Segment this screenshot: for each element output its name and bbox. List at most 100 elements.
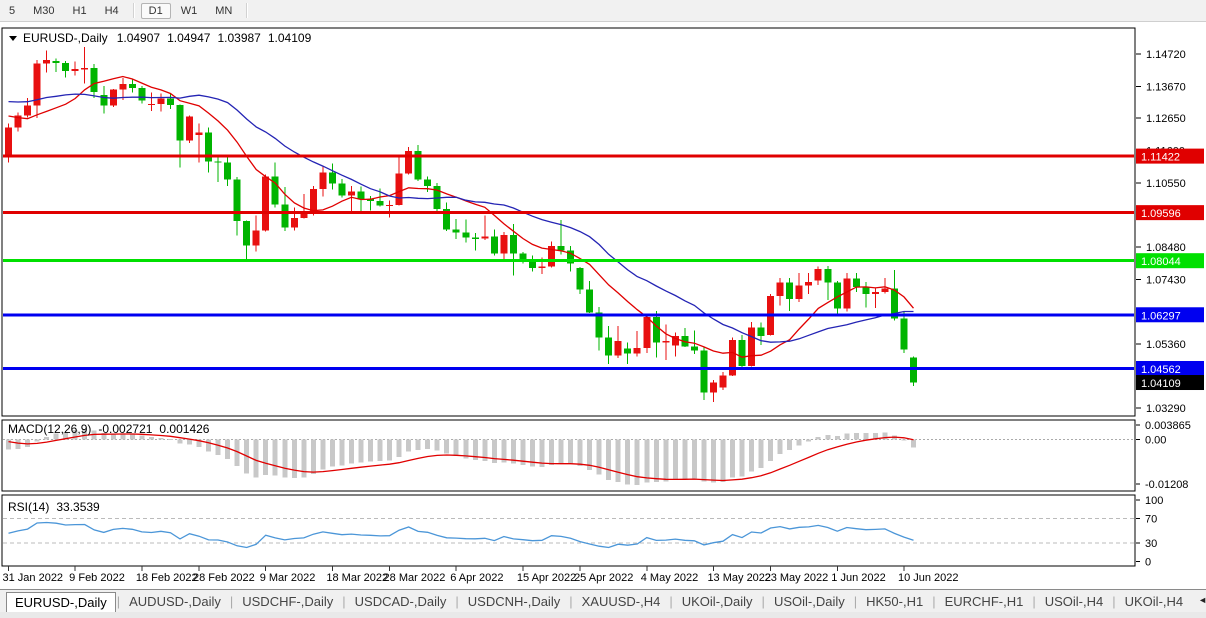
timeframe-button-h4[interactable]: H4 bbox=[104, 4, 119, 17]
symbol-tab-usdchf-daily[interactable]: USDCHF-,Daily bbox=[242, 594, 334, 609]
macd-histogram-bar bbox=[234, 439, 240, 467]
candle-body bbox=[290, 218, 298, 228]
macd-histogram-bar bbox=[749, 439, 755, 472]
symbol-tab-usdcad-daily[interactable]: USDCAD-,Daily bbox=[354, 594, 447, 609]
candle-body bbox=[500, 235, 508, 254]
candle-body bbox=[738, 339, 746, 366]
price-badge-1.04109 bbox=[1136, 375, 1204, 391]
macd-histogram-bar bbox=[367, 439, 373, 462]
candle-body bbox=[176, 105, 184, 141]
ma-slow-line bbox=[8, 93, 914, 343]
macd-histogram-bar bbox=[796, 439, 802, 446]
candle-body bbox=[62, 62, 70, 72]
toolbar-separator bbox=[246, 3, 249, 18]
date-label: 9 Mar 2022 bbox=[260, 572, 316, 584]
price-tick-label: 1.03290 bbox=[1146, 403, 1186, 415]
candle-body bbox=[205, 132, 213, 162]
price-axis: 1.147201.136701.126501.116001.105501.084… bbox=[1136, 49, 1204, 569]
price-badge-1.06297 bbox=[1136, 307, 1204, 323]
candle-body bbox=[471, 237, 479, 239]
macd-histogram-bar bbox=[167, 439, 173, 441]
macd-histogram-bar bbox=[539, 439, 545, 467]
symbol-tab-usoil-daily[interactable]: USOil-,Daily bbox=[773, 594, 845, 609]
macd-histogram-bar bbox=[25, 439, 31, 448]
candle-body bbox=[614, 340, 622, 356]
candle-body bbox=[319, 172, 327, 189]
symbol-tab-ukoil-h4[interactable]: UKOil-,H4 bbox=[1124, 594, 1184, 609]
timeframe-button-mn[interactable]: MN bbox=[215, 4, 233, 17]
tab-scroll-buttons: ◄► bbox=[1191, 590, 1206, 610]
candle-body bbox=[52, 60, 60, 63]
macd-layer bbox=[3, 429, 1134, 486]
tab-scroll-left-icon[interactable]: ◄ bbox=[1191, 595, 1206, 605]
candle-body bbox=[300, 214, 308, 219]
symbol-tab-ukoil-daily[interactable]: UKOil-,Daily bbox=[681, 594, 753, 609]
candle-body bbox=[395, 173, 403, 205]
candle-body bbox=[852, 278, 860, 288]
candle-body bbox=[328, 172, 336, 184]
tab-separator: | bbox=[761, 594, 765, 609]
price-tick-label: 1.10550 bbox=[1146, 178, 1186, 190]
timeframe-button-5[interactable]: 5 bbox=[9, 4, 16, 17]
candle-body bbox=[595, 312, 603, 338]
macd-histogram-bar bbox=[196, 439, 202, 447]
candle-body bbox=[195, 132, 203, 136]
macd-histogram-bar bbox=[434, 439, 440, 451]
symbol-tab-audusd-daily[interactable]: AUDUSD-,Daily bbox=[129, 594, 221, 609]
macd-histogram-bar bbox=[215, 439, 221, 455]
date-label: 15 Apr 2022 bbox=[517, 572, 576, 584]
macd-histogram-bar bbox=[758, 439, 764, 468]
timeframe-button-m30[interactable]: M30 bbox=[33, 4, 55, 17]
candle-body bbox=[748, 327, 756, 366]
tab-separator: | bbox=[116, 594, 121, 609]
candle-body bbox=[519, 253, 527, 260]
candle-body bbox=[443, 209, 451, 230]
date-label: 31 Jan 2022 bbox=[3, 572, 64, 584]
candle-body bbox=[557, 245, 565, 251]
price-badge-label: 1.06297 bbox=[1141, 310, 1181, 322]
candle-body bbox=[71, 68, 79, 72]
macd-histogram-bar bbox=[587, 439, 593, 470]
macd-histogram-bar bbox=[272, 439, 278, 476]
macd-histogram-bar bbox=[777, 439, 783, 455]
candle-body bbox=[586, 289, 594, 313]
symbol-tab-usoil-h4[interactable]: USOil-,H4 bbox=[1044, 594, 1104, 609]
macd-histogram-bar bbox=[15, 439, 21, 449]
candle-body bbox=[214, 161, 222, 163]
macd-histogram-bar bbox=[853, 432, 859, 440]
candle-body bbox=[824, 269, 832, 283]
candle-body bbox=[24, 105, 32, 116]
timeframe-button-h1[interactable]: H1 bbox=[72, 4, 87, 17]
symbol-tab-eurusd-daily[interactable]: EURUSD-,Daily bbox=[6, 592, 116, 613]
candle-body bbox=[271, 176, 279, 205]
candle-body bbox=[567, 250, 575, 264]
macd-scale-label: 0.00 bbox=[1145, 434, 1166, 446]
candle-body bbox=[833, 282, 841, 309]
date-label: 9 Feb 2022 bbox=[69, 572, 125, 584]
price-tick-label: 1.08480 bbox=[1146, 242, 1186, 254]
timeframe-button-w1[interactable]: W1 bbox=[180, 4, 198, 17]
macd-histogram-bar bbox=[491, 439, 497, 463]
symbol-tab-eurchf-h1[interactable]: EURCHF-,H1 bbox=[944, 594, 1024, 609]
candle-body bbox=[728, 339, 736, 376]
main-chart-pane[interactable] bbox=[1, 27, 1136, 417]
macd-histogram-bar bbox=[72, 430, 78, 440]
macd-histogram-bar bbox=[501, 439, 507, 463]
symbol-tab-usdcnh-daily[interactable]: USDCNH-,Daily bbox=[467, 594, 561, 609]
macd-histogram-bar bbox=[720, 439, 726, 482]
macd-histogram-bar bbox=[101, 433, 107, 440]
symbol-dropdown-icon[interactable] bbox=[9, 36, 17, 41]
macd-histogram-bar bbox=[186, 439, 192, 445]
date-label: 10 Jun 2022 bbox=[898, 572, 959, 584]
timeframe-button-d1[interactable]: D1 bbox=[140, 2, 171, 19]
candle-body bbox=[366, 199, 374, 202]
symbol-tab-hk50-h1[interactable]: HK50-,H1 bbox=[866, 594, 924, 609]
macd-histogram-bar bbox=[291, 439, 297, 478]
macd-histogram-bar bbox=[263, 439, 269, 476]
macd-scale-label: 0.003865 bbox=[1145, 420, 1191, 432]
tab-separator: | bbox=[669, 594, 673, 609]
candle-body bbox=[509, 235, 517, 254]
symbol-tab-xauusd-h4[interactable]: XAUUSD-,H4 bbox=[581, 594, 661, 609]
rsi-pane[interactable] bbox=[1, 494, 1136, 567]
